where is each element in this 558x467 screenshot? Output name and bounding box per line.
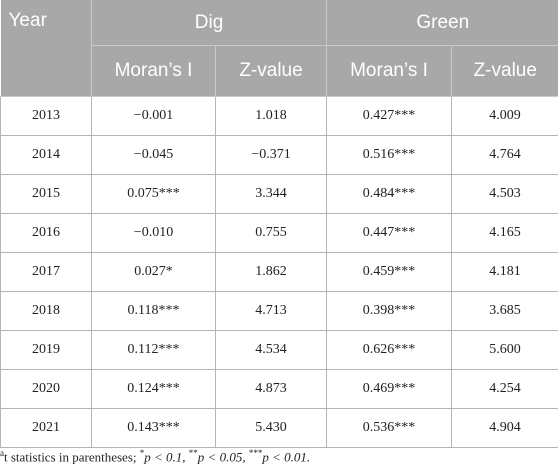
cell-green-morans-i: 0.626*** bbox=[326, 330, 453, 370]
cell-dig-morans-i: −0.010 bbox=[91, 213, 216, 253]
cell-year: 2021 bbox=[0, 408, 92, 448]
year-header: Year bbox=[0, 0, 92, 97]
cell-green-z-value: 4.181 bbox=[451, 252, 558, 292]
footnote-star3: *** bbox=[248, 448, 263, 458]
table-row: 2017 0.027* 1.862 0.459*** 4.181 bbox=[0, 252, 558, 292]
cell-green-z-value: 5.600 bbox=[451, 330, 558, 370]
cell-dig-morans-i: 0.112*** bbox=[91, 330, 216, 370]
cell-green-z-value: 4.009 bbox=[451, 96, 558, 136]
header-row-groups: Year Dig Green bbox=[0, 0, 558, 97]
cell-dig-z-value: 4.534 bbox=[215, 330, 328, 370]
footnote-p3: p < 0.01. bbox=[262, 449, 311, 465]
cell-year: 2016 bbox=[0, 213, 92, 253]
footnote-star1: * bbox=[139, 448, 145, 458]
cell-dig-z-value: 0.755 bbox=[215, 213, 328, 253]
cell-dig-z-value: 1.018 bbox=[215, 96, 328, 136]
cell-dig-z-value: −0.371 bbox=[215, 135, 328, 175]
table-row: 2019 0.112*** 4.534 0.626*** 5.600 bbox=[0, 330, 558, 370]
cell-green-z-value: 3.685 bbox=[451, 291, 558, 331]
table-body: 2013 −0.001 1.018 0.427*** 4.009 2014 −0.045 −0… bbox=[0, 96, 558, 448]
cell-green-morans-i: 0.469*** bbox=[326, 369, 453, 409]
cell-green-morans-i: 0.536*** bbox=[326, 408, 453, 448]
cell-dig-z-value: 5.430 bbox=[215, 408, 328, 448]
cell-green-morans-i: 0.459*** bbox=[326, 252, 453, 292]
subheader-dig-morans-i: Moran’s I bbox=[91, 45, 216, 97]
cell-year: 2013 bbox=[0, 96, 92, 136]
cell-dig-z-value: 3.344 bbox=[215, 174, 328, 214]
table-footnote: at statistics in parentheses; *p < 0.1, … bbox=[0, 448, 558, 465]
cell-green-morans-i: 0.516*** bbox=[326, 135, 453, 175]
cell-dig-z-value: 1.862 bbox=[215, 252, 328, 292]
subheader-green-z-value: Z-value bbox=[451, 45, 558, 97]
footnote-p2: p < 0.05, bbox=[197, 449, 246, 465]
subheader-dig-z-value: Z-value bbox=[215, 45, 328, 97]
cell-green-z-value: 4.254 bbox=[451, 369, 558, 409]
cell-green-morans-i: 0.427*** bbox=[326, 96, 453, 136]
cell-dig-morans-i: −0.045 bbox=[91, 135, 216, 175]
cell-dig-morans-i: 0.124*** bbox=[91, 369, 216, 409]
table-row: 2021 0.143*** 5.430 0.536*** 4.904 bbox=[0, 408, 558, 448]
table-row: 2014 −0.045 −0.371 0.516*** 4.764 bbox=[0, 135, 558, 175]
cell-green-z-value: 4.764 bbox=[451, 135, 558, 175]
moran-table: Year Dig Green Moran’s I Z-value Moran’s… bbox=[0, 0, 558, 448]
table-row: 2018 0.118*** 4.713 0.398*** 3.685 bbox=[0, 291, 558, 331]
cell-dig-z-value: 4.873 bbox=[215, 369, 328, 409]
table-row: 2013 −0.001 1.018 0.427*** 4.009 bbox=[0, 96, 558, 136]
cell-dig-morans-i: 0.075*** bbox=[91, 174, 216, 214]
group-header-dig: Dig bbox=[91, 0, 328, 46]
cell-year: 2015 bbox=[0, 174, 92, 214]
cell-green-morans-i: 0.398*** bbox=[326, 291, 453, 331]
cell-dig-morans-i: −0.001 bbox=[91, 96, 216, 136]
cell-year: 2017 bbox=[0, 252, 92, 292]
footnote-t-marker: a bbox=[0, 448, 4, 458]
cell-dig-z-value: 4.713 bbox=[215, 291, 328, 331]
group-header-green: Green bbox=[326, 0, 558, 46]
cell-year: 2020 bbox=[0, 369, 92, 409]
cell-dig-morans-i: 0.143*** bbox=[91, 408, 216, 448]
footnote-star2: ** bbox=[188, 448, 198, 458]
cell-green-z-value: 4.165 bbox=[451, 213, 558, 253]
table-row: 2015 0.075*** 3.344 0.484*** 4.503 bbox=[0, 174, 558, 214]
subheader-green-morans-i: Moran’s I bbox=[326, 45, 453, 97]
cell-dig-morans-i: 0.027* bbox=[91, 252, 216, 292]
cell-green-z-value: 4.904 bbox=[451, 408, 558, 448]
footnote-t-text: t statistics in parentheses; bbox=[4, 449, 137, 465]
cell-green-z-value: 4.503 bbox=[451, 174, 558, 214]
cell-green-morans-i: 0.484*** bbox=[326, 174, 453, 214]
cell-year: 2014 bbox=[0, 135, 92, 175]
cell-dig-morans-i: 0.118*** bbox=[91, 291, 216, 331]
cell-year: 2019 bbox=[0, 330, 92, 370]
table-row: 2016 −0.010 0.755 0.447*** 4.165 bbox=[0, 213, 558, 253]
cell-green-morans-i: 0.447*** bbox=[326, 213, 453, 253]
header-row-sub: Moran’s I Z-value Moran’s I Z-value bbox=[1, 45, 558, 97]
table-row: 2020 0.124*** 4.873 0.469*** 4.254 bbox=[0, 369, 558, 409]
footnote-p1: p < 0.1, bbox=[144, 449, 186, 465]
cell-year: 2018 bbox=[0, 291, 92, 331]
